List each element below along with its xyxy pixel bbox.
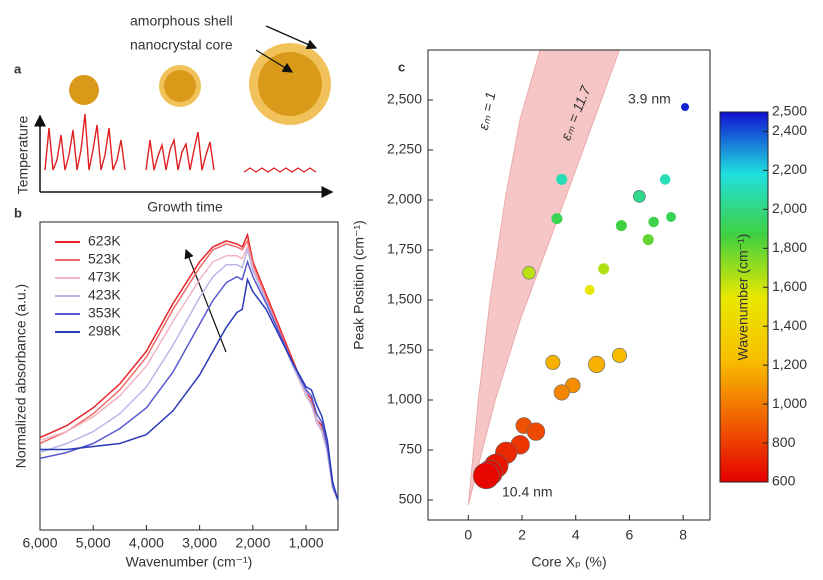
legend-label: 623K	[88, 233, 121, 249]
x-tick-label: 2	[518, 527, 526, 543]
series-line	[39, 246, 339, 501]
point	[526, 422, 546, 441]
core	[258, 52, 322, 116]
y-axis-label: Peak Position (cm⁻¹)	[351, 220, 367, 350]
schematic: a amorphous shell nanocrystal core Tempe…	[14, 13, 334, 215]
arrow	[265, 25, 318, 50]
x-tick-label: 2,000	[235, 535, 270, 551]
point	[553, 384, 570, 401]
series-line	[40, 277, 339, 501]
legend-label: 523K	[88, 251, 121, 267]
temperature-trace	[243, 167, 317, 173]
plot-frame	[39, 221, 339, 531]
core-label: nanocrystal core	[130, 37, 233, 53]
x-tick-label: 1,000	[289, 535, 324, 551]
y-axis-label: Temperature	[15, 115, 31, 194]
point	[584, 285, 595, 295]
x-tick-label: 3,000	[182, 535, 217, 551]
colorbar-tick-label: 1,000	[772, 395, 807, 411]
x-axis-label: Growth time	[147, 199, 223, 215]
annotation: εₘ = 1	[475, 90, 499, 131]
x-axis-label: Core Xₚ (%)	[531, 554, 606, 570]
legend-label: 353K	[88, 305, 121, 321]
point	[556, 173, 568, 185]
colorbar-tick-label: 800	[772, 434, 796, 450]
panel-label: b	[14, 205, 22, 220]
panel-label: c	[398, 59, 405, 74]
core	[69, 75, 99, 105]
plot-frame	[427, 49, 711, 521]
point	[598, 263, 610, 275]
point	[642, 234, 654, 246]
x-tick-label: 5,000	[76, 535, 111, 551]
x-tick-label: 8	[679, 527, 687, 543]
series-line	[39, 259, 339, 501]
series-line	[39, 244, 339, 501]
y-tick-label: 2,500	[387, 91, 422, 107]
colorbar-tick-label: 2,500	[772, 103, 807, 119]
y-tick-label: 1,750	[387, 241, 422, 257]
point	[648, 216, 659, 228]
y-tick-label: 1,500	[387, 291, 422, 307]
point	[588, 355, 606, 373]
x-axis-label: Wavenumber (cm⁻¹)	[126, 554, 253, 570]
point	[545, 354, 561, 370]
temperature-trace	[44, 113, 126, 171]
point	[612, 347, 627, 363]
y-tick-label: 1,000	[387, 391, 422, 407]
y-tick-label: 750	[399, 441, 423, 457]
colorbar-tick-label: 2,200	[772, 161, 807, 177]
point	[551, 213, 563, 225]
y-tick-label: 2,250	[387, 141, 422, 157]
colorbar-tick-label: 2,400	[772, 122, 807, 138]
x-tick-label: 6,000	[22, 535, 57, 551]
colorbar-tick-label: 2,000	[772, 200, 807, 216]
point	[681, 103, 690, 111]
colorbar	[719, 111, 769, 483]
y-tick-label: 2,000	[387, 191, 422, 207]
temperature-trace	[145, 131, 215, 171]
arrow	[255, 49, 294, 73]
y-axis-label: Normalized absorbance (a.u.)	[13, 284, 29, 468]
x-tick-label: 6	[626, 527, 634, 543]
point	[659, 174, 671, 185]
panel-label: a	[14, 61, 22, 76]
shell-label: amorphous shell	[130, 13, 233, 29]
y-tick-label: 500	[399, 491, 423, 507]
colorbar-tick-label: 600	[772, 473, 796, 489]
point	[632, 190, 646, 203]
colorbar-tick-label: 1,200	[772, 356, 807, 372]
trend-arrow	[184, 248, 227, 353]
annotation: 10.4 nm	[502, 484, 553, 500]
band	[467, 50, 620, 506]
point	[615, 220, 627, 232]
core	[164, 70, 196, 102]
legend-label: 298K	[88, 323, 121, 339]
colorbar-tick-label: 1,800	[772, 239, 807, 255]
x-tick-label: 0	[464, 527, 472, 543]
x-tick-label: 4	[572, 527, 580, 543]
colorbar-label: Wavenumber (cm⁻¹)	[735, 234, 751, 361]
colorbar-tick-label: 1,400	[772, 317, 807, 333]
x-tick-label: 4,000	[129, 535, 164, 551]
point	[522, 266, 536, 280]
legend-label: 473K	[88, 269, 121, 285]
legend-label: 423K	[88, 287, 121, 303]
point	[472, 462, 500, 490]
colorbar-tick-label: 1,600	[772, 278, 807, 294]
point	[666, 212, 677, 222]
y-tick-label: 1,250	[387, 341, 422, 357]
series-line	[39, 232, 339, 501]
annotation: 3.9 nm	[628, 91, 671, 107]
